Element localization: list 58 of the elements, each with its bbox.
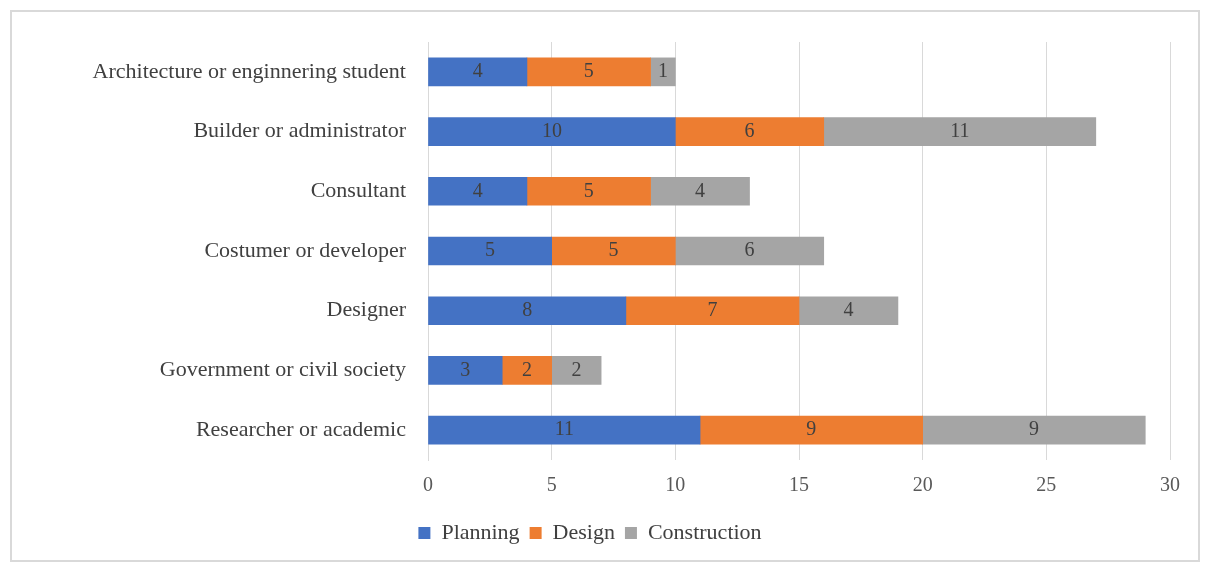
- bar: [699, 415, 923, 445]
- x-tick-label: 15: [789, 473, 809, 496]
- data-label: 5: [583, 178, 594, 201]
- bar: [428, 57, 528, 87]
- bar: [428, 236, 552, 266]
- bar: [526, 57, 651, 87]
- y-tick-label: Costumer or developer: [204, 236, 407, 262]
- data-label: 5: [485, 238, 496, 261]
- data-label: 9: [806, 417, 817, 440]
- data-label: 2: [571, 357, 582, 380]
- data-label: 9: [1028, 417, 1039, 440]
- data-label: 11: [950, 118, 970, 141]
- bar: [428, 117, 676, 146]
- y-tick-label: Builder or administrator: [193, 117, 407, 143]
- bar: [428, 296, 627, 326]
- bar: [551, 356, 602, 385]
- data-label: 5: [608, 238, 619, 261]
- bar: [675, 236, 825, 266]
- bar: [922, 415, 1146, 445]
- legend-label: Construction: [647, 518, 762, 544]
- x-tick-label: 0: [423, 473, 433, 496]
- x-tick-label: 5: [546, 473, 557, 496]
- legend-label: Design: [552, 518, 615, 544]
- bar: [798, 296, 899, 326]
- x-tick-label: 30: [1160, 473, 1180, 496]
- bar: [428, 356, 503, 385]
- bar: [823, 117, 1097, 146]
- data-label: 4: [843, 297, 854, 320]
- bar: [675, 117, 825, 146]
- data-label: 5: [583, 59, 594, 82]
- data-label: 4: [695, 178, 706, 201]
- data-label: 4: [472, 59, 483, 82]
- x-tick-label: 25: [1036, 473, 1057, 496]
- data-label: 3: [460, 357, 471, 380]
- data-label: 8: [522, 297, 533, 320]
- bar: [526, 176, 651, 206]
- y-tick-label: Researcher or academic: [195, 415, 407, 441]
- y-tick-label: Architecture or enginnering student: [92, 57, 406, 83]
- bar: [551, 236, 676, 266]
- data-label: 6: [744, 238, 755, 261]
- bar: [501, 356, 552, 385]
- data-label: 1: [657, 59, 668, 82]
- data-label: 11: [554, 417, 574, 440]
- data-label: 6: [744, 118, 755, 141]
- bar: [625, 296, 800, 326]
- y-tick-label: Designer: [326, 296, 407, 322]
- bar: [428, 176, 528, 206]
- data-label: 2: [521, 357, 532, 380]
- data-label: 10: [541, 118, 562, 141]
- x-tick-label: 10: [665, 473, 686, 496]
- y-tick-label: Consultant: [310, 177, 406, 203]
- y-tick-label: Government or civil society: [159, 356, 406, 382]
- data-label: 4: [472, 178, 483, 201]
- bar: [650, 176, 750, 206]
- legend-label: Planning: [441, 518, 520, 544]
- bar: [428, 415, 701, 445]
- x-tick-label: 20: [912, 473, 933, 496]
- data-label: 7: [707, 297, 718, 320]
